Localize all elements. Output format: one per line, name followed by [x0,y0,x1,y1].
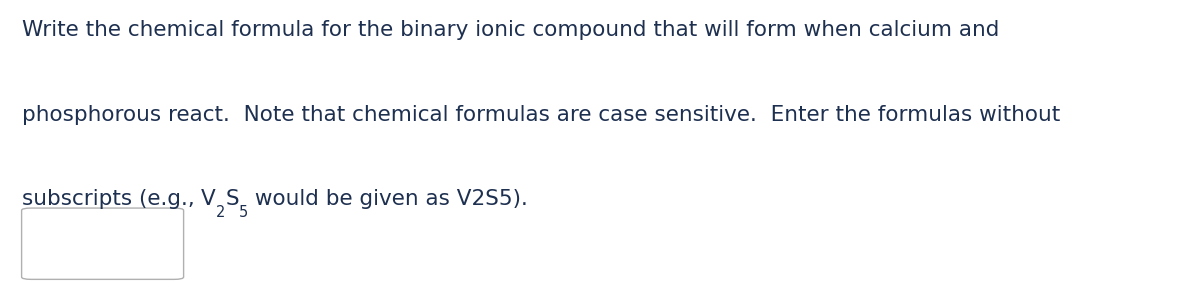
Text: phosphorous react.  Note that chemical formulas are case sensitive.  Enter the f: phosphorous react. Note that chemical fo… [22,105,1060,125]
Text: would be given as V2S5).: would be given as V2S5). [248,189,528,209]
Text: Write the chemical formula for the binary ionic compound that will form when cal: Write the chemical formula for the binar… [22,20,998,40]
Text: 2: 2 [216,205,226,220]
Text: V: V [202,189,216,209]
Text: S: S [226,189,239,209]
Text: subscripts (e.g.,: subscripts (e.g., [22,189,202,209]
Text: 5: 5 [239,205,248,220]
